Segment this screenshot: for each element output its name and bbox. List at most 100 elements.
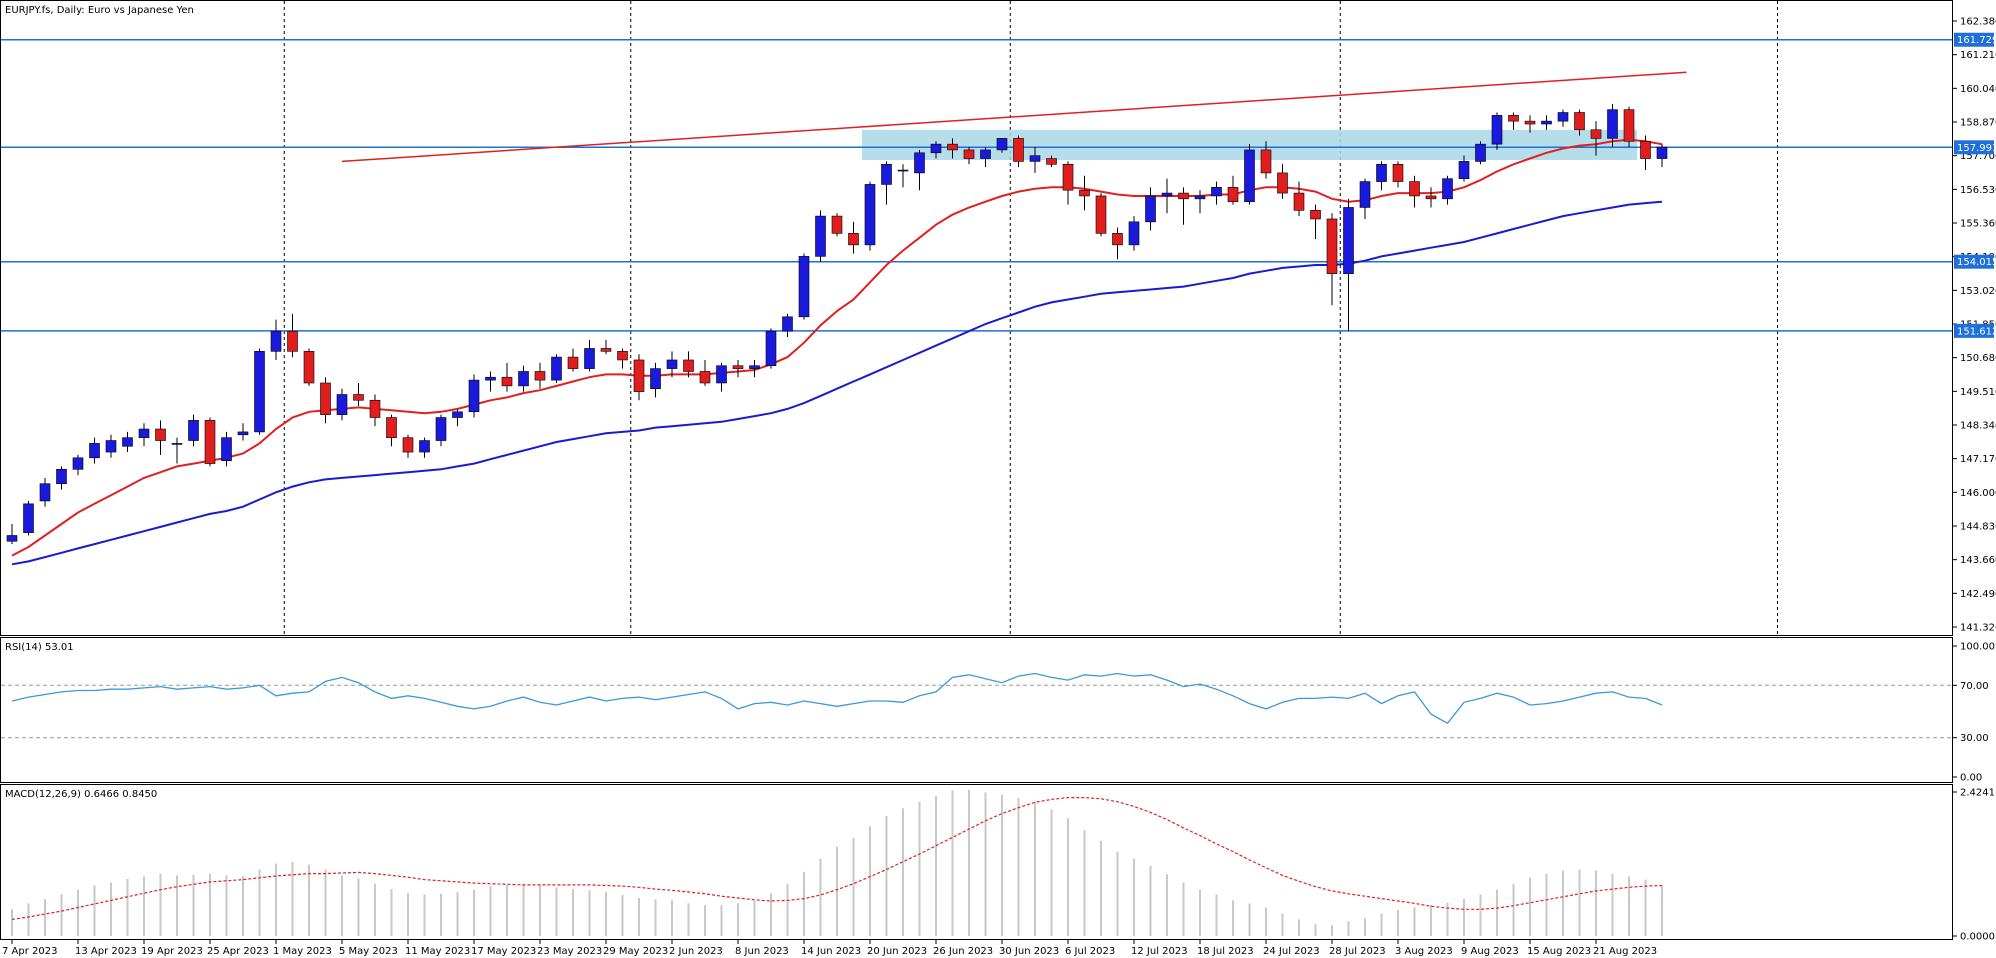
candle[interactable] [1079, 175, 1090, 211]
candle[interactable] [815, 210, 826, 263]
candle[interactable] [1656, 144, 1668, 168]
candle[interactable] [452, 408, 463, 427]
candle[interactable] [39, 477, 51, 507]
trendline[interactable] [341, 71, 1687, 163]
rsi-pane[interactable]: RSI(14) 53.01 100.00 70.00 30.00 0.00 [0, 637, 1996, 784]
candle[interactable] [1541, 115, 1552, 130]
candle[interactable] [1046, 155, 1057, 168]
candle[interactable] [1557, 109, 1569, 127]
candle[interactable] [1376, 161, 1387, 191]
candle[interactable] [1409, 175, 1420, 208]
candle[interactable] [1442, 175, 1453, 205]
candle[interactable] [1161, 178, 1173, 214]
candle[interactable] [567, 348, 579, 372]
candle[interactable] [1095, 193, 1107, 237]
candle[interactable] [204, 417, 216, 467]
candle[interactable] [1458, 155, 1470, 182]
candle[interactable] [782, 313, 793, 337]
candle[interactable] [716, 362, 727, 392]
candle[interactable] [650, 362, 661, 398]
candle[interactable] [518, 365, 529, 392]
candle[interactable] [1128, 216, 1140, 251]
candle[interactable] [89, 437, 100, 464]
candle[interactable] [369, 394, 381, 427]
candle[interactable] [1211, 181, 1222, 205]
candle[interactable] [353, 382, 364, 407]
candle[interactable] [1277, 164, 1288, 199]
candle[interactable] [947, 138, 958, 159]
candle[interactable] [1178, 187, 1189, 225]
candle[interactable] [1425, 187, 1437, 208]
candle[interactable] [1607, 103, 1618, 148]
candle[interactable] [254, 348, 265, 435]
candle[interactable] [666, 351, 678, 378]
candle[interactable] [1640, 135, 1651, 171]
candle[interactable] [1524, 115, 1536, 133]
candle[interactable] [237, 423, 249, 441]
candle[interactable] [1013, 135, 1024, 168]
candle[interactable] [386, 414, 397, 447]
candle[interactable] [749, 359, 760, 378]
candle[interactable] [864, 181, 876, 251]
candle[interactable] [1260, 141, 1272, 179]
candle[interactable] [732, 359, 744, 378]
candle[interactable] [1574, 109, 1585, 136]
candle[interactable] [699, 359, 711, 386]
candle[interactable] [435, 414, 447, 447]
candle[interactable] [881, 161, 892, 205]
candle[interactable] [1590, 121, 1602, 156]
candle[interactable] [914, 149, 925, 191]
candle[interactable] [485, 371, 496, 392]
horizontal-lines[interactable] [1, 38, 1952, 332]
candle[interactable] [831, 213, 843, 237]
candle[interactable] [105, 434, 117, 458]
candle[interactable] [1227, 175, 1239, 205]
candle[interactable] [534, 362, 546, 389]
candle[interactable] [155, 420, 166, 455]
candle[interactable] [551, 354, 562, 383]
candle[interactable] [1194, 190, 1206, 214]
candle[interactable] [188, 414, 199, 447]
time-axis[interactable]: 7 Apr 2023 13 Apr 2023 19 Apr 2023 25 Apr 2… [2, 939, 1657, 957]
candle[interactable] [980, 147, 991, 168]
candle[interactable] [765, 328, 777, 369]
candle[interactable] [303, 348, 315, 386]
candle[interactable] [122, 431, 133, 453]
candle[interactable] [584, 339, 595, 372]
candle[interactable] [501, 362, 513, 392]
candle[interactable] [1623, 106, 1635, 148]
candle[interactable] [848, 221, 859, 254]
candle[interactable] [287, 313, 298, 358]
candle[interactable] [1145, 187, 1156, 231]
candle[interactable] [419, 437, 430, 458]
candle[interactable] [633, 354, 645, 401]
candle[interactable] [468, 374, 480, 418]
candle[interactable] [72, 454, 84, 476]
candle[interactable] [1326, 213, 1338, 306]
candle[interactable] [171, 437, 183, 464]
candle[interactable] [1062, 161, 1074, 205]
candle[interactable] [897, 164, 909, 188]
candle[interactable] [1112, 227, 1123, 260]
candle[interactable] [930, 141, 942, 159]
candle[interactable] [1491, 112, 1503, 150]
candle[interactable] [23, 500, 34, 536]
candle[interactable] [6, 523, 18, 545]
candle[interactable] [683, 351, 694, 378]
candle[interactable] [1343, 198, 1354, 332]
candle[interactable] [402, 434, 414, 458]
candle[interactable] [963, 147, 975, 165]
candle[interactable] [336, 388, 348, 421]
candlesticks[interactable] [6, 103, 1668, 545]
candle[interactable] [221, 431, 232, 467]
candle[interactable] [1029, 147, 1041, 173]
candle[interactable] [270, 319, 282, 360]
candle[interactable] [56, 466, 67, 490]
candle[interactable] [1392, 161, 1404, 188]
candle[interactable] [798, 253, 810, 320]
candle[interactable] [1359, 178, 1371, 219]
candle[interactable] [1475, 141, 1486, 165]
candle[interactable] [138, 423, 150, 447]
candle[interactable] [320, 377, 331, 424]
